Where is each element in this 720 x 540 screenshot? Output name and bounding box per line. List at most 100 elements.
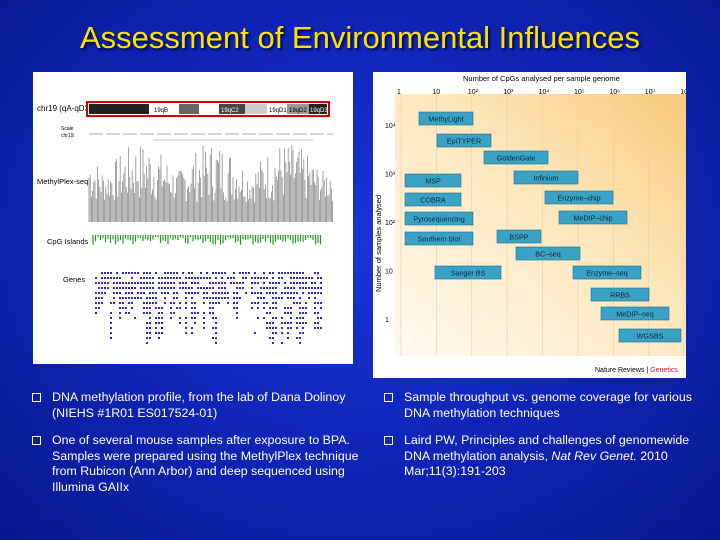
gene-mark bbox=[98, 282, 100, 284]
gene-mark bbox=[128, 272, 130, 274]
gene-mark bbox=[164, 297, 166, 299]
gene-mark bbox=[143, 287, 145, 289]
method-box: MSP bbox=[404, 173, 462, 188]
gene-mark bbox=[146, 337, 148, 339]
gene-mark bbox=[146, 327, 148, 329]
gene-mark bbox=[113, 297, 115, 299]
gene-mark bbox=[125, 297, 127, 299]
gene-mark bbox=[185, 292, 187, 294]
gene-mark bbox=[143, 312, 145, 314]
gene-mark bbox=[305, 307, 307, 309]
gene-mark bbox=[299, 277, 301, 279]
bullet-box-icon bbox=[384, 436, 393, 445]
gene-mark bbox=[119, 287, 121, 289]
gene-mark bbox=[212, 287, 214, 289]
gene-mark bbox=[296, 292, 298, 294]
gene-mark bbox=[185, 287, 187, 289]
gene-mark bbox=[293, 282, 295, 284]
gene-mark bbox=[197, 282, 199, 284]
gene-mark bbox=[287, 297, 289, 299]
gene-mark bbox=[176, 307, 178, 309]
gene-mark bbox=[293, 287, 295, 289]
gene-mark bbox=[209, 312, 211, 314]
gene-mark bbox=[101, 282, 103, 284]
gene-mark bbox=[245, 272, 247, 274]
method-label: Sanger BS bbox=[451, 269, 486, 278]
method-box-rect bbox=[572, 265, 642, 280]
gene-mark bbox=[206, 292, 208, 294]
gene-mark bbox=[257, 297, 259, 299]
gene-mark bbox=[320, 287, 322, 289]
gene-mark bbox=[170, 282, 172, 284]
gene-mark bbox=[209, 297, 211, 299]
gene-mark bbox=[233, 292, 235, 294]
gene-mark bbox=[143, 302, 145, 304]
gene-mark bbox=[149, 312, 151, 314]
gene-mark bbox=[152, 292, 154, 294]
gene-mark bbox=[215, 342, 217, 344]
x-tick-label: 10⁸ bbox=[680, 89, 686, 96]
gene-mark bbox=[221, 297, 223, 299]
gene-mark bbox=[119, 292, 121, 294]
gene-mark bbox=[119, 282, 121, 284]
gene-mark bbox=[272, 327, 274, 329]
gene-mark bbox=[200, 277, 202, 279]
gene-mark bbox=[290, 317, 292, 319]
gene-mark bbox=[218, 282, 220, 284]
gene-mark bbox=[173, 287, 175, 289]
gene-mark bbox=[185, 332, 187, 334]
top-axis-label: Number of CpGs analysed per sample genom… bbox=[463, 74, 620, 83]
gene-mark bbox=[305, 282, 307, 284]
gene-mark bbox=[149, 317, 151, 319]
gene-mark bbox=[215, 277, 217, 279]
gene-mark bbox=[215, 327, 217, 329]
gene-mark bbox=[224, 272, 226, 274]
gene-mark bbox=[314, 307, 316, 309]
genome-browser-svg: chr19 (qA-qD3) 19qB 19qC2 19qD1 19qD2 19… bbox=[33, 72, 353, 364]
gene-mark bbox=[164, 287, 166, 289]
gene-mark bbox=[143, 277, 145, 279]
gene-mark bbox=[134, 272, 136, 274]
gene-mark bbox=[272, 287, 274, 289]
gene-mark bbox=[116, 282, 118, 284]
gene-mark bbox=[200, 287, 202, 289]
gene-mark bbox=[212, 292, 214, 294]
gene-mark bbox=[194, 307, 196, 309]
method-label: BC–seq bbox=[535, 250, 561, 259]
chrom-label: chr19 (qA-qD3) bbox=[37, 104, 92, 113]
track-label-genes: Genes bbox=[63, 275, 85, 284]
gene-mark bbox=[167, 272, 169, 274]
gene-mark bbox=[152, 282, 154, 284]
gene-mark bbox=[146, 322, 148, 324]
citation-item: Laird PW, Principles and challenges of g… bbox=[382, 433, 702, 480]
gene-mark bbox=[212, 312, 214, 314]
gene-mark bbox=[152, 297, 154, 299]
gene-mark bbox=[194, 277, 196, 279]
gene-mark bbox=[287, 337, 289, 339]
gene-mark bbox=[179, 322, 181, 324]
gene-mark bbox=[314, 297, 316, 299]
gene-mark bbox=[275, 332, 277, 334]
gene-mark bbox=[296, 272, 298, 274]
gene-mark bbox=[215, 282, 217, 284]
gene-mark bbox=[170, 287, 172, 289]
gene-mark bbox=[236, 292, 238, 294]
gene-mark bbox=[170, 307, 172, 309]
gene-mark bbox=[230, 277, 232, 279]
gene-mark bbox=[302, 312, 304, 314]
gene-mark bbox=[155, 327, 157, 329]
gene-mark bbox=[161, 317, 163, 319]
gene-mark bbox=[299, 332, 301, 334]
gene-mark bbox=[149, 332, 151, 334]
gene-mark bbox=[185, 327, 187, 329]
gene-mark bbox=[299, 312, 301, 314]
gene-mark bbox=[218, 287, 220, 289]
credit-main: Nature Reviews bbox=[595, 367, 645, 374]
gene-mark bbox=[284, 282, 286, 284]
gene-mark bbox=[281, 342, 283, 344]
gene-mark bbox=[296, 302, 298, 304]
x-tick-label: 10⁴ bbox=[539, 89, 550, 96]
gene-mark bbox=[287, 332, 289, 334]
gene-mark bbox=[185, 307, 187, 309]
method-label: Pyrosequencing bbox=[413, 215, 465, 224]
